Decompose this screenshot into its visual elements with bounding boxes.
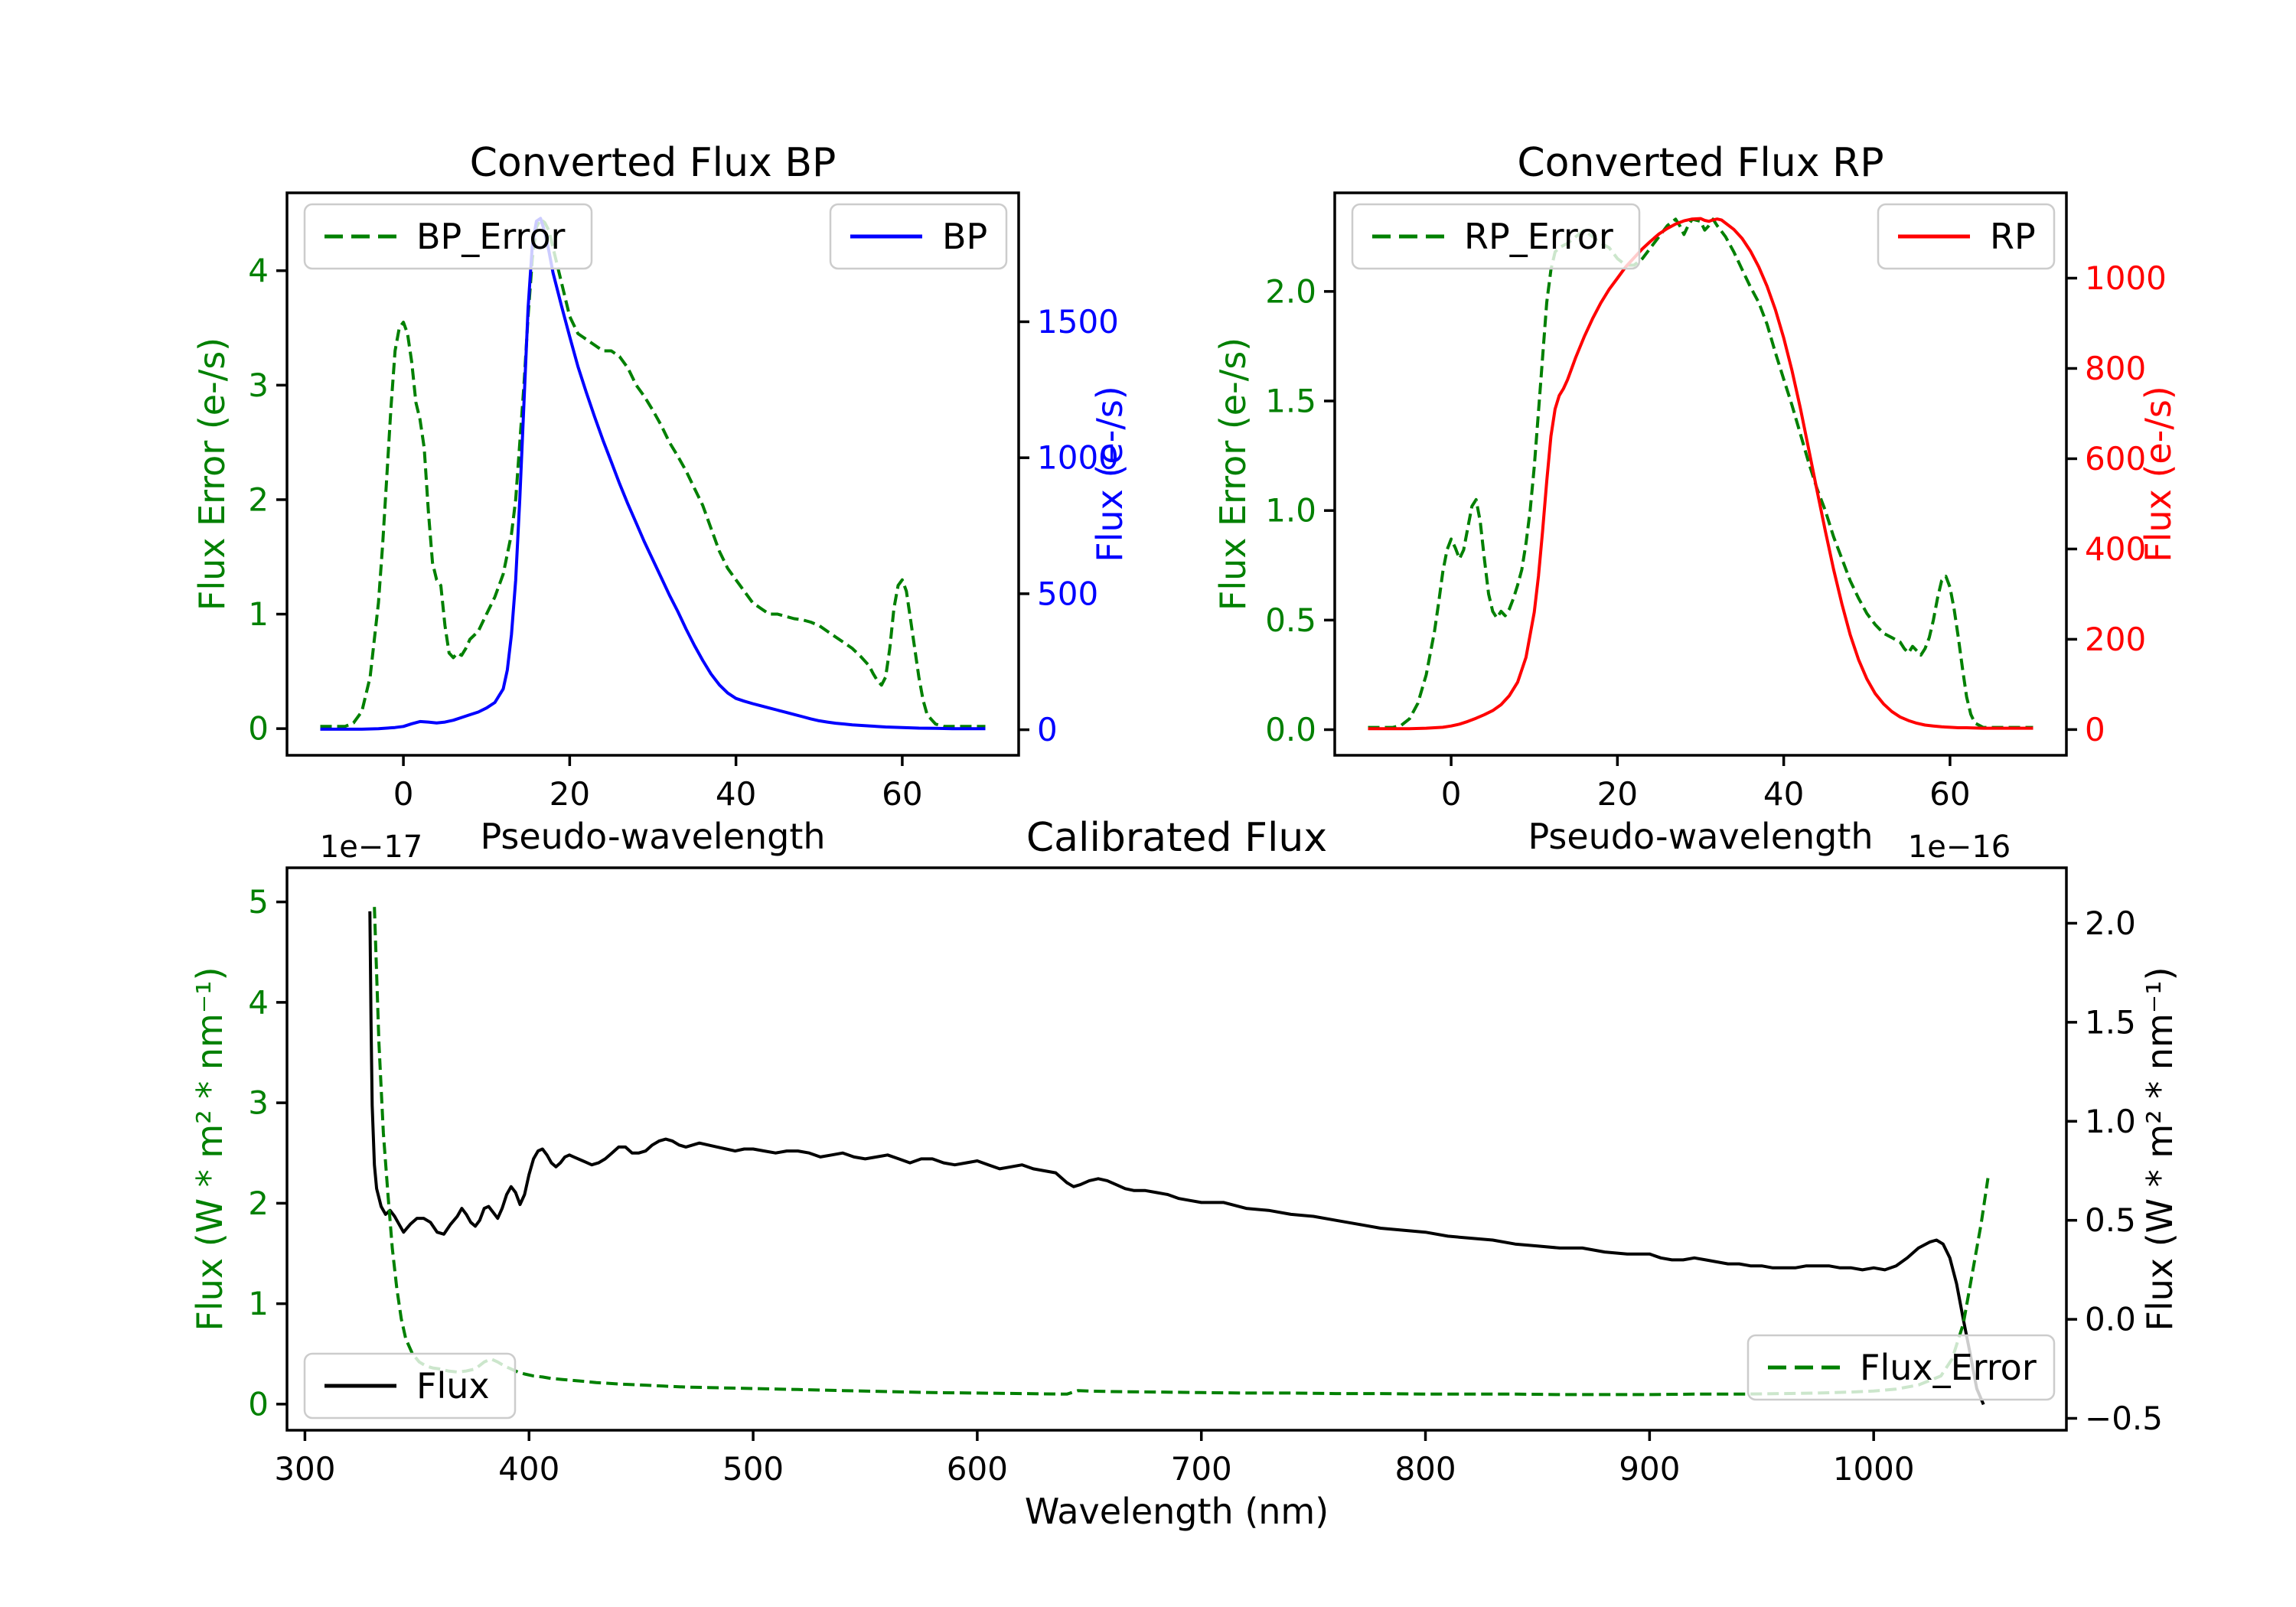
right-tick-label: 600 (2085, 440, 2146, 478)
left-tick-label: 0.0 (1265, 711, 1316, 748)
right-tick-label: 1.0 (2085, 1103, 2136, 1140)
rp-line (1368, 217, 2033, 731)
axes-spines-calibrated (285, 866, 2068, 1432)
right-ylabel-calibrated: Flux (W * m² * nm⁻¹) (2139, 966, 2180, 1331)
xlabel-rp: Pseudo-wavelength (1528, 816, 1873, 857)
right-tick-label: 0 (1037, 711, 1058, 748)
left-tick-label: 2 (248, 1185, 269, 1222)
left-tick-label: 2.0 (1265, 272, 1316, 310)
legend-label-bp-error: BP_Error (416, 216, 566, 257)
x-tick-label: 60 (882, 775, 922, 813)
flux-line (368, 911, 1985, 1406)
legend-flux-error (1746, 1334, 2056, 1401)
left-tick-label: 0 (248, 1385, 269, 1423)
right-offset-label: 1e−16 (1908, 830, 2011, 865)
x-tick-label: 20 (550, 775, 590, 813)
legend-flux (303, 1352, 517, 1420)
title-calibrated: Calibrated Flux (1026, 815, 1327, 861)
xlabel-calibrated: Wavelength (nm) (1025, 1491, 1329, 1532)
x-tick-label: 20 (1597, 775, 1638, 813)
legend-label-flux: Flux (416, 1365, 490, 1407)
title-rp: Converted Flux RP (1517, 140, 1883, 186)
x-tick-label: 600 (947, 1450, 1008, 1488)
left-tick-label: 4 (248, 252, 269, 289)
legend-bp-error (303, 203, 593, 270)
x-tick-label: 40 (716, 775, 756, 813)
left-tick-label: 3 (248, 367, 269, 404)
right-tick-label: 0.0 (2085, 1301, 2136, 1338)
axes-spines-bp (285, 191, 1020, 757)
x-tick-label: 400 (498, 1450, 559, 1488)
x-tick-label: 0 (393, 775, 414, 813)
left-tick-label: 5 (248, 883, 269, 921)
right-tick-label: 1000 (1037, 439, 1119, 477)
legend-label-rp: RP (1990, 216, 2036, 257)
left-ylabel-calibrated: Flux (W * m² * nm⁻¹) (189, 966, 230, 1331)
x-tick-label: 1000 (1833, 1450, 1915, 1488)
chart-bp: BP_Error BP0 20 40 6001234050010001500Conver… (191, 140, 1130, 857)
legend-label-bp: BP (942, 216, 987, 257)
right-tick-label: 2.0 (2085, 905, 2136, 942)
left-ylabel-bp: Flux Error (e-/s) (191, 337, 233, 611)
left-offset-label: 1e−17 (320, 830, 422, 865)
right-tick-label: 1000 (2085, 259, 2167, 297)
xlabel-bp: Pseudo-wavelength (480, 816, 825, 857)
x-tick-label: 300 (274, 1450, 335, 1488)
left-ylabel-rp: Flux Error (e-/s) (1212, 337, 1254, 611)
right-tick-label: 0 (2085, 711, 2105, 748)
right-tick-label: −0.5 (2085, 1400, 2163, 1437)
right-tick-label: 1500 (1037, 303, 1119, 341)
right-tick-label: 200 (2085, 621, 2146, 658)
right-ylabel-bp: Flux (e-/s) (1089, 386, 1130, 562)
left-tick-label: 0 (248, 710, 269, 748)
left-tick-label: 2 (248, 481, 269, 518)
right-tick-label: 500 (1037, 575, 1098, 612)
left-tick-label: 3 (248, 1084, 269, 1122)
right-tick-label: 0.5 (2085, 1201, 2136, 1239)
x-tick-label: 0 (1441, 775, 1462, 813)
left-tick-label: 4 (248, 983, 269, 1021)
right-tick-label: 1.5 (2085, 1003, 2136, 1041)
right-tick-label: 400 (2085, 530, 2146, 568)
right-ylabel-rp: Flux (e-/s) (2138, 386, 2179, 562)
x-tick-label: 60 (1929, 775, 1970, 813)
x-tick-label: 900 (1619, 1450, 1680, 1488)
flux-error-line (373, 907, 1990, 1397)
chart-rp: RP_Error RP 0 20 40 60 0.0 0.5 1.0 1.5 2.0 0 200 400 6… (1212, 140, 2179, 857)
legend-label-rp-error: RP_Error (1464, 216, 1613, 257)
x-tick-label: 700 (1171, 1450, 1232, 1488)
left-tick-label: 0.5 (1265, 601, 1316, 639)
title-bp: Converted Flux BP (470, 140, 837, 186)
chart-calibrated: Flux Flux_Error 300 400 500 600 700 800 900 1000 0… (189, 815, 2180, 1532)
bp-line (320, 217, 986, 731)
axes-spines-rp (1333, 191, 2068, 757)
left-tick-label: 1 (248, 1285, 269, 1322)
x-tick-label: 40 (1763, 775, 1804, 813)
legend-label-flux-error: Flux_Error (1860, 1347, 2037, 1388)
x-tick-label: 800 (1394, 1450, 1456, 1488)
x-tick-label: 500 (722, 1450, 784, 1488)
right-tick-label: 800 (2085, 350, 2146, 387)
bp-error-line (320, 217, 986, 729)
rp-error-line (1368, 217, 2033, 729)
legend-rp-error (1351, 203, 1641, 270)
left-tick-label: 1.0 (1265, 492, 1316, 530)
left-tick-label: 1.5 (1265, 383, 1316, 420)
left-tick-label: 1 (248, 595, 269, 633)
